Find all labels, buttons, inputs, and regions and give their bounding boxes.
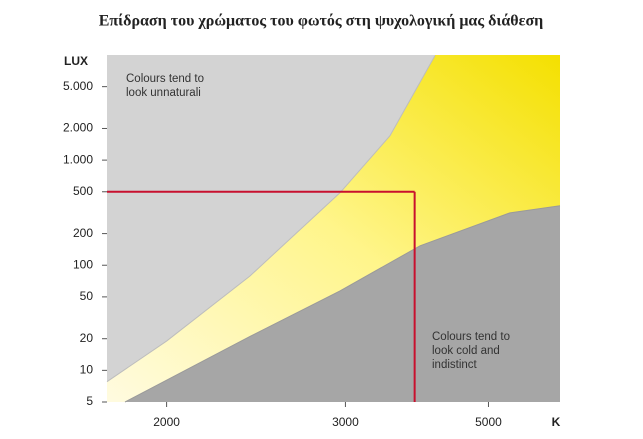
region-fill bbox=[107, 55, 435, 382]
y-tick-label: 10 bbox=[80, 363, 94, 377]
x-tick-label: 5000 bbox=[475, 415, 502, 429]
y-tick-label: 200 bbox=[73, 226, 93, 240]
y-tick-label: 2.000 bbox=[63, 121, 93, 135]
boundary-curve bbox=[124, 205, 561, 403]
x-tick-label: 3000 bbox=[332, 415, 359, 429]
boundary-curve bbox=[106, 55, 436, 383]
y-tick-label: 5 bbox=[86, 394, 93, 408]
annotation: indistinct bbox=[432, 359, 478, 371]
y-tick-label: 5.000 bbox=[63, 79, 93, 93]
annotation: Colours tend to bbox=[432, 331, 510, 343]
y-tick-label: 20 bbox=[80, 331, 94, 345]
annotation: look cold and bbox=[432, 345, 500, 357]
annotation: Colours tend to bbox=[126, 73, 204, 85]
region-fill bbox=[124, 205, 560, 402]
y-axis-label: LUX bbox=[64, 54, 88, 68]
y-tick-label: 500 bbox=[73, 184, 93, 198]
y-tick-label: 1.000 bbox=[63, 152, 93, 166]
chart-title: Επίδραση του χρώματος του φωτός στη ψυχο… bbox=[99, 13, 544, 30]
y-tick-label: 100 bbox=[73, 257, 93, 271]
x-axis-label: K bbox=[552, 415, 561, 429]
x-tick-label: 2000 bbox=[153, 415, 180, 429]
annotation: look unnaturali bbox=[126, 87, 201, 99]
plot-area bbox=[106, 55, 561, 403]
y-tick-label: 50 bbox=[80, 289, 94, 303]
